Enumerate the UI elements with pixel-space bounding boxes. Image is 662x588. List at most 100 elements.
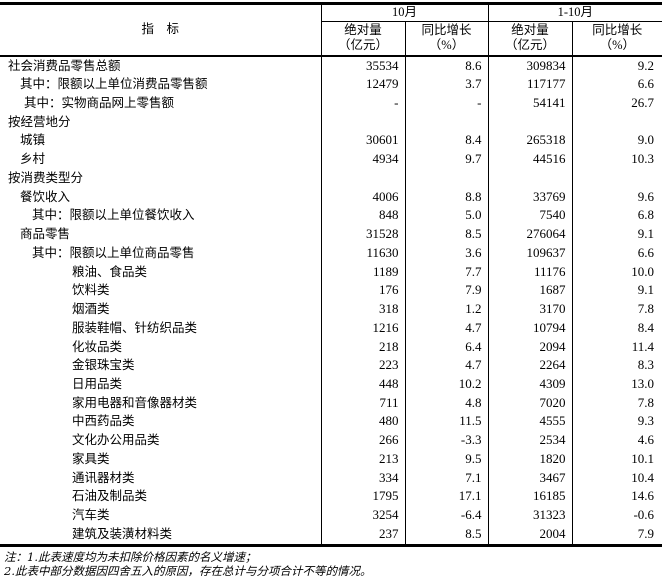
cum-absolute-cell: 109637 (487, 243, 573, 263)
oct-growth-cell: 7.1 (404, 468, 489, 488)
cum-growth-cell: 7.9 (571, 524, 662, 546)
indicator-cell: 餐饮收入 (20, 189, 71, 204)
cum-growth-cell: 6.8 (571, 206, 662, 226)
oct-absolute-cell: 213 (320, 449, 405, 469)
table-body: 社会消费品零售总额 35534 8.6 309834 9.2 其中：限额以上单位… (0, 55, 662, 546)
oct-growth-cell: 3.6 (404, 243, 489, 263)
table-row: 服装鞋帽、针纺织品类 1216 4.7 10794 8.4 (0, 318, 662, 338)
table-row: 饮料类 176 7.9 1687 9.1 (0, 281, 662, 301)
cum-absolute-cell: 265318 (487, 131, 573, 151)
table-row: 其中：限额以上单位商品零售 11630 3.6 109637 6.6 (0, 243, 662, 263)
oct-absolute-cell (320, 168, 405, 188)
oct-growth-cell: 4.7 (404, 356, 489, 375)
indicator-cell: 石油及制品类 (72, 489, 148, 504)
indicator-cell: 家具类 (72, 451, 110, 466)
oct-absolute-cell: 176 (320, 281, 405, 301)
table-row: 化妆品类 218 6.4 2094 11.4 (0, 337, 662, 357)
oct-growth-cell: 7.7 (404, 262, 489, 282)
cum-absolute-cell: 2004 (487, 524, 573, 546)
oct-absolute-cell: 11630 (320, 243, 405, 263)
cum-growth-cell: 10.0 (571, 262, 662, 282)
table-row: 家具类 213 9.5 1820 10.1 (0, 449, 662, 469)
cum-growth-cell: 13.0 (571, 374, 662, 394)
indicator-cell: 按消费类型分 (8, 170, 84, 185)
header-indicator: 指 标 (0, 3, 321, 57)
cum-absolute-cell: 4309 (487, 374, 573, 394)
oct-absolute-cell: 218 (320, 337, 405, 357)
oct-absolute-cell: 1216 (320, 318, 405, 338)
cum-absolute-cell: 31323 (487, 506, 573, 525)
indicator-cell: 中西药品类 (72, 414, 135, 429)
cum-absolute-cell: 16185 (487, 487, 573, 507)
oct-growth-cell: 8.5 (404, 225, 489, 244)
cum-absolute-cell: 4555 (487, 412, 573, 432)
header-period-october: 10月 (320, 3, 489, 22)
oct-absolute-cell: 480 (320, 412, 405, 432)
table-row: 粮油、食品类 1189 7.7 11176 10.0 (0, 262, 662, 282)
oct-growth-cell: -3.3 (404, 431, 489, 450)
cum-absolute-cell: 3467 (487, 468, 573, 488)
table-row: 其中：实物商品网上零售额 - - 54141 26.7 (0, 93, 662, 113)
header-cum-growth: 同比增长 （%） (571, 21, 662, 57)
oct-absolute-cell (320, 112, 405, 132)
cum-absolute-cell: 11176 (487, 262, 573, 282)
header-growth-unit: （%） (599, 38, 635, 53)
oct-growth-cell (404, 112, 489, 132)
cum-absolute-cell (487, 168, 573, 188)
retail-sales-table: 指 标 10月 1-10月 绝对量 （亿元） 同比增长 （%） 绝对量 （亿元） (0, 2, 662, 547)
cum-absolute-cell: 1687 (487, 281, 573, 301)
indicator-cell: 城镇 (20, 133, 46, 148)
table-row: 建筑及装潢材料类 237 8.5 2004 7.9 (0, 524, 662, 546)
cum-absolute-cell: 2094 (487, 337, 573, 357)
oct-absolute-cell: 711 (320, 393, 405, 413)
oct-growth-cell: 8.4 (404, 131, 489, 151)
indicator-cell: 其中：限额以上单位消费品零售额 (20, 77, 208, 92)
oct-growth-cell: 11.5 (404, 412, 489, 432)
oct-absolute-cell: 237 (320, 524, 405, 546)
oct-growth-cell: - (404, 93, 489, 113)
cum-absolute-cell: 3170 (487, 300, 573, 319)
table-footnotes: 注：1.此表速度均为未扣除价格因素的名义增速； 2.此表中部分数据因四舍五入的原… (0, 550, 662, 579)
indicator-cell: 饮料类 (72, 283, 110, 298)
indicator-cell: 其中：限额以上单位餐饮收入 (32, 208, 195, 223)
oct-growth-cell (404, 168, 489, 188)
indicator-cell: 乡村 (20, 152, 46, 167)
cum-absolute-cell: 2264 (487, 356, 573, 375)
cum-growth-cell: 8.4 (571, 318, 662, 338)
oct-growth-cell: 9.5 (404, 449, 489, 469)
oct-absolute-cell: 30601 (320, 131, 405, 151)
cum-absolute-cell: 10794 (487, 318, 573, 338)
cum-growth-cell: 7.8 (571, 300, 662, 319)
header-oct-growth: 同比增长 （%） (404, 21, 489, 57)
oct-absolute-cell: 4934 (320, 150, 405, 169)
cum-absolute-cell: 276064 (487, 225, 573, 244)
cum-growth-cell (571, 168, 662, 188)
indicator-cell: 粮油、食品类 (72, 264, 148, 279)
cum-absolute-cell: 117177 (487, 75, 573, 94)
oct-absolute-cell: 223 (320, 356, 405, 375)
table-row: 其中：限额以上单位餐饮收入 848 5.0 7540 6.8 (0, 206, 662, 226)
cum-growth-cell: 6.6 (571, 243, 662, 263)
table-row: 烟酒类 318 1.2 3170 7.8 (0, 300, 662, 319)
header-cum-absolute: 绝对量 （亿元） (487, 21, 573, 57)
indicator-cell: 其中：实物商品网上零售额 (24, 95, 175, 110)
indicator-cell: 日用品类 (72, 376, 123, 391)
table-row: 文化办公用品类 266 -3.3 2534 4.6 (0, 431, 662, 450)
table-row: 按消费类型分 (0, 168, 662, 188)
oct-growth-cell: 4.7 (404, 318, 489, 338)
cum-growth-cell: 9.2 (571, 55, 662, 76)
cum-absolute-cell: 1820 (487, 449, 573, 469)
oct-growth-cell: 4.8 (404, 393, 489, 413)
header-growth-label: 同比增长 (592, 22, 643, 37)
oct-absolute-cell: 1189 (320, 262, 405, 282)
oct-absolute-cell: 448 (320, 374, 405, 394)
table-row: 中西药品类 480 11.5 4555 9.3 (0, 412, 662, 432)
indicator-cell: 商品零售 (20, 227, 71, 242)
indicator-cell: 化妆品类 (72, 339, 123, 354)
indicator-cell: 文化办公用品类 (72, 433, 160, 448)
table-row: 餐饮收入 4006 8.8 33769 9.6 (0, 187, 662, 207)
oct-absolute-cell: 1795 (320, 487, 405, 507)
table-row: 石油及制品类 1795 17.1 16185 14.6 (0, 487, 662, 507)
cum-growth-cell: 6.6 (571, 75, 662, 94)
